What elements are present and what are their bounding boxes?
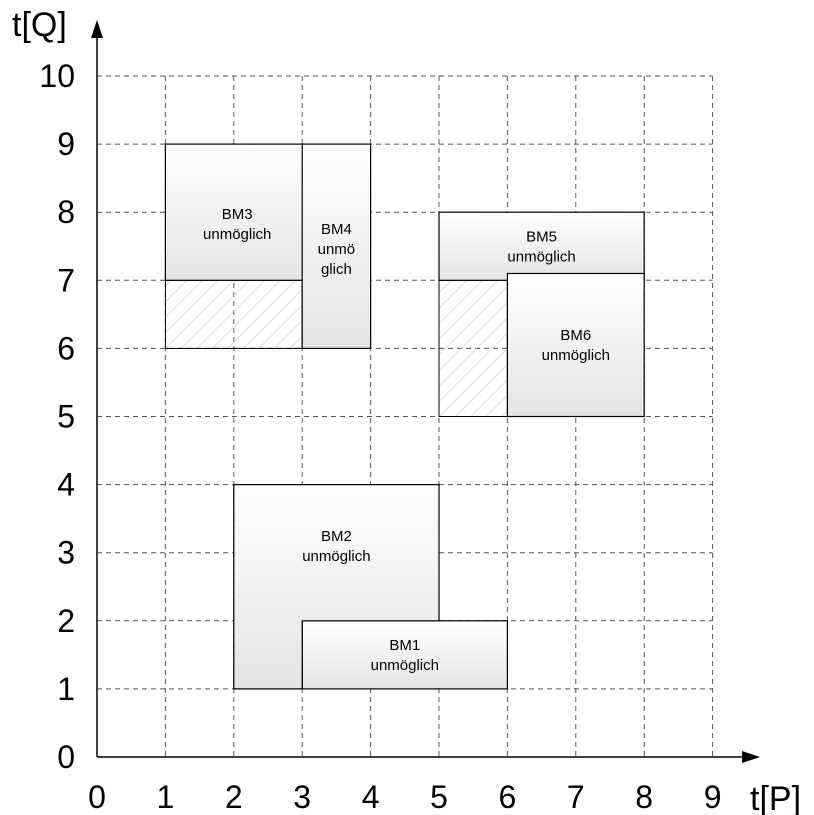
region-label-bm2: unmöglich xyxy=(302,548,370,565)
tick-labels: 0 1 2 3 4 5 6 7 8 9 0 1 2 3 4 5 6 7 8 9 10 xyxy=(39,58,721,815)
y-tick-label: 8 xyxy=(57,194,75,230)
region-label-bm6: BM6 xyxy=(560,327,591,344)
x-tick-label: 2 xyxy=(225,779,243,815)
x-tick-label: 9 xyxy=(704,779,722,815)
x-tick-label: 4 xyxy=(362,779,380,815)
region-label-bm6: unmöglich xyxy=(542,347,610,364)
axes xyxy=(91,20,760,763)
y-tick-label: 0 xyxy=(57,739,75,775)
region-bm4 xyxy=(301,143,372,350)
region-label-bm4: glich xyxy=(321,261,352,278)
x-axis-arrow-icon xyxy=(742,751,760,763)
x-tick-label: 0 xyxy=(88,779,106,815)
hatched-areas xyxy=(164,279,508,417)
region-label-bm5: BM5 xyxy=(526,228,557,245)
y-tick-label: 9 xyxy=(57,126,75,162)
x-tick-label: 5 xyxy=(430,779,448,815)
x-tick-label: 1 xyxy=(157,779,175,815)
region-label-bm2: BM2 xyxy=(321,528,352,545)
region-label-bm1: unmöglich xyxy=(371,657,439,674)
region-label-bm5: unmöglich xyxy=(507,248,575,265)
y-tick-label: 2 xyxy=(57,603,75,639)
region-label-bm4: BM4 xyxy=(321,221,352,238)
hatched-area-hatch-a xyxy=(164,279,303,349)
x-tick-label: 6 xyxy=(499,779,517,815)
y-tick-label: 10 xyxy=(39,58,75,94)
region-label-bm3: unmöglich xyxy=(203,226,271,243)
region-label-bm1: BM1 xyxy=(389,637,420,654)
x-axis-title: t[P] xyxy=(750,780,801,815)
region-bm3 xyxy=(164,143,310,281)
region-label-bm4: unmö xyxy=(318,241,356,258)
y-tick-label: 7 xyxy=(57,262,75,298)
y-tick-label: 6 xyxy=(57,330,75,366)
y-tick-label: 5 xyxy=(57,399,75,435)
x-tick-label: 7 xyxy=(567,779,585,815)
y-tick-label: 1 xyxy=(57,671,75,707)
y-axis-arrow-icon xyxy=(91,20,103,38)
region-bm6 xyxy=(506,272,645,418)
region-bm1 xyxy=(301,620,509,690)
hatched-area-hatch-b xyxy=(438,279,508,417)
region-bm2 xyxy=(233,484,440,690)
region-label-bm3: BM3 xyxy=(222,206,253,223)
y-tick-label: 3 xyxy=(57,535,75,571)
region-bm5 xyxy=(438,211,645,281)
y-tick-label: 4 xyxy=(57,467,75,503)
x-tick-label: 3 xyxy=(293,779,311,815)
y-axis-title: t[Q] xyxy=(12,6,67,44)
x-tick-label: 8 xyxy=(635,779,653,815)
